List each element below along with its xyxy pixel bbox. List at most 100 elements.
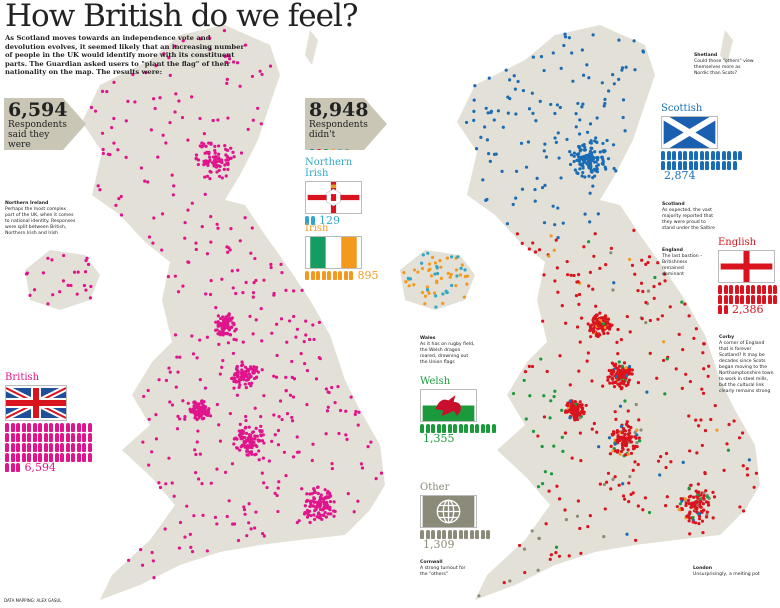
- british-response-dot: [232, 386, 236, 390]
- british-response-dot: [318, 516, 323, 520]
- response-dot: [711, 516, 715, 520]
- response-dot: [533, 250, 538, 254]
- response-dot: [539, 357, 543, 361]
- british-response-dot: [208, 155, 212, 159]
- british-response-dot: [311, 442, 315, 446]
- person-icon: [727, 151, 731, 160]
- british-response-dot: [193, 416, 197, 420]
- response-dot: [527, 364, 531, 368]
- person-icon: [43, 423, 48, 432]
- person-icon: [458, 424, 463, 433]
- british-response-dot: [307, 337, 312, 342]
- response-dot: [577, 146, 582, 150]
- british-response-dot: [46, 302, 50, 306]
- response-dot: [715, 428, 719, 432]
- legend-count: 2,386: [732, 303, 764, 316]
- response-dot: [698, 502, 702, 506]
- person-icon: [666, 151, 671, 160]
- person-icon: [666, 161, 671, 170]
- legend-welsh: Welsh 1,355: [420, 376, 496, 444]
- british-response-dot: [259, 306, 263, 311]
- response-dot: [617, 372, 621, 376]
- person-icon: [729, 295, 733, 304]
- response-dot: [450, 283, 454, 288]
- response-dot: [575, 410, 579, 414]
- response-dot: [536, 485, 541, 489]
- british-response-dot: [217, 423, 221, 427]
- response-dot: [706, 374, 710, 378]
- response-dot: [694, 521, 698, 525]
- response-dot: [553, 223, 557, 227]
- response-dot: [587, 284, 591, 288]
- person-icon: [10, 433, 15, 442]
- response-dot: [579, 458, 583, 463]
- response-dot: [590, 327, 595, 331]
- british-response-dot: [252, 369, 256, 373]
- response-dot: [574, 112, 578, 116]
- response-dot: [578, 431, 582, 435]
- response-dot: [580, 105, 584, 109]
- person-icon: [5, 423, 9, 432]
- response-dot: [564, 518, 568, 522]
- response-dot: [527, 247, 531, 251]
- response-dot: [601, 141, 605, 146]
- person-icon: [442, 424, 446, 433]
- response-dot: [663, 504, 668, 508]
- person-icon: [740, 285, 744, 294]
- response-dot: [624, 366, 628, 370]
- response-dot: [706, 503, 711, 507]
- response-dot: [487, 76, 491, 80]
- british-response-dot: [323, 495, 327, 500]
- british-response-dot: [84, 288, 88, 292]
- person-icon: [699, 151, 704, 160]
- response-dot: [536, 568, 540, 572]
- response-dot: [591, 330, 596, 334]
- response-dot: [694, 327, 698, 331]
- legend-count: 2,874: [664, 169, 696, 182]
- british-response-dot: [285, 412, 290, 416]
- british-response-dot: [214, 306, 218, 310]
- response-dot: [687, 414, 691, 418]
- british-response-dot: [227, 313, 231, 317]
- response-dot: [614, 417, 618, 421]
- response-dot: [615, 430, 619, 435]
- response-dot: [664, 465, 668, 470]
- person-icon: [76, 423, 81, 432]
- british-response-dot: [308, 492, 312, 496]
- response-dot: [711, 490, 715, 494]
- response-dot: [737, 436, 742, 440]
- british-response-dot: [208, 292, 213, 297]
- response-dot: [526, 140, 531, 144]
- response-dot: [591, 318, 595, 322]
- british-response-dot: [211, 155, 216, 159]
- st-george-cross-flag-icon: [718, 250, 775, 283]
- british-response-dot: [225, 60, 229, 65]
- british-response-dot: [181, 284, 185, 288]
- response-dot: [554, 140, 558, 145]
- british-response-dot: [352, 510, 356, 514]
- british-response-dot: [260, 72, 264, 77]
- british-response-dot: [255, 434, 259, 438]
- response-dot: [741, 464, 745, 468]
- british-response-dot: [240, 436, 244, 441]
- person-icon: [469, 530, 474, 539]
- british-response-dot: [235, 446, 239, 450]
- british-response-dot: [196, 429, 200, 433]
- response-dot: [595, 430, 599, 434]
- response-dot: [693, 501, 697, 505]
- response-dot: [483, 125, 487, 129]
- response-dot: [501, 125, 505, 129]
- response-dot: [698, 497, 702, 501]
- response-dot: [578, 400, 582, 404]
- response-dot: [665, 357, 669, 361]
- british-response-dot: [243, 43, 248, 47]
- response-dot: [608, 381, 612, 385]
- response-dot: [629, 451, 634, 455]
- british-response-dot: [254, 510, 258, 514]
- response-dot: [627, 364, 632, 369]
- response-dot: [502, 581, 506, 585]
- response-dot: [520, 241, 524, 245]
- legend-other: Other 1,309: [420, 482, 490, 550]
- response-dot: [582, 142, 586, 147]
- british-response-dot: [379, 471, 384, 475]
